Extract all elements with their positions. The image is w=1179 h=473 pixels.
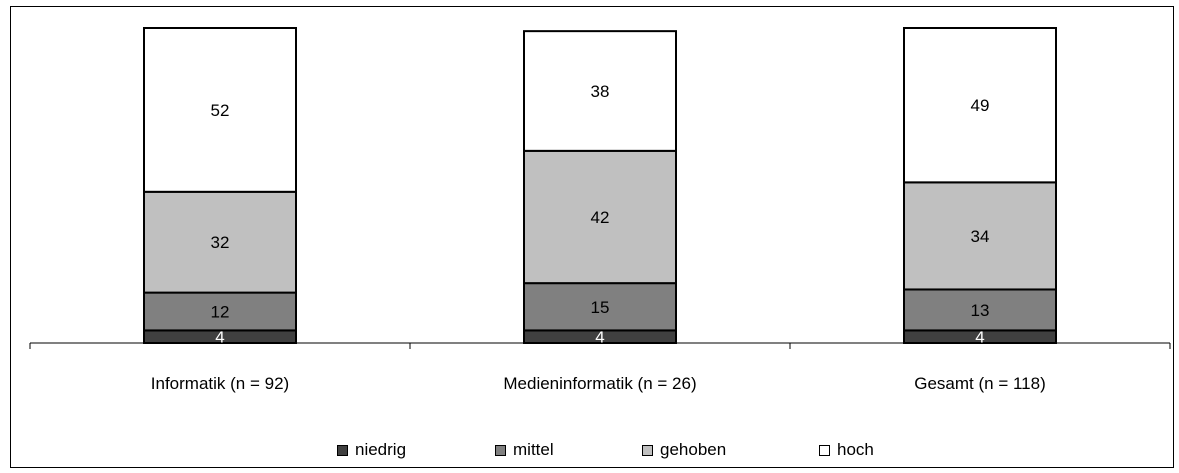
legend-item-niedrig: niedrig (337, 437, 406, 463)
data-label: 42 (591, 208, 610, 227)
category-label: Informatik (n = 92) (151, 374, 289, 393)
legend-label: niedrig (355, 440, 407, 459)
category-label: Medieninformatik (n = 26) (503, 374, 696, 393)
data-label: 38 (591, 82, 610, 101)
data-label: 4 (595, 328, 604, 347)
bar-segment-mittel (523, 282, 677, 332)
bar-segment-mittel (143, 291, 297, 332)
data-label: 12 (211, 303, 230, 322)
legend-swatch (819, 444, 830, 456)
bar-segment-gehoben (143, 190, 297, 294)
legend-swatch (642, 444, 653, 456)
legend-swatch (337, 444, 348, 456)
bar-segment-hoch (523, 30, 677, 152)
bar-segment-gehoben (523, 149, 677, 285)
data-label: 4 (975, 328, 984, 347)
data-label: 15 (591, 298, 610, 317)
bar-segment-hoch (903, 27, 1057, 184)
bar-segment-gehoben (903, 181, 1057, 291)
bar-segment-mittel (903, 288, 1057, 332)
legend-item-hoch: hoch (819, 437, 874, 463)
legend-swatch (495, 444, 506, 456)
legend-label: gehoben (660, 440, 727, 459)
legend-label: hoch (837, 440, 874, 459)
legend-item-mittel: mittel (495, 437, 554, 463)
data-label: 34 (971, 227, 990, 246)
data-label: 52 (211, 101, 230, 120)
data-label: 49 (971, 96, 990, 115)
legend-item-gehoben: gehoben (642, 437, 726, 463)
data-label: 13 (971, 301, 990, 320)
data-label: 4 (215, 328, 224, 347)
category-label: Gesamt (n = 118) (914, 374, 1046, 393)
legend-label: mittel (513, 440, 554, 459)
legend: niedrig mittel gehoben hoch (0, 437, 1179, 463)
bar-segment-hoch (143, 27, 297, 193)
data-label: 32 (211, 233, 230, 252)
